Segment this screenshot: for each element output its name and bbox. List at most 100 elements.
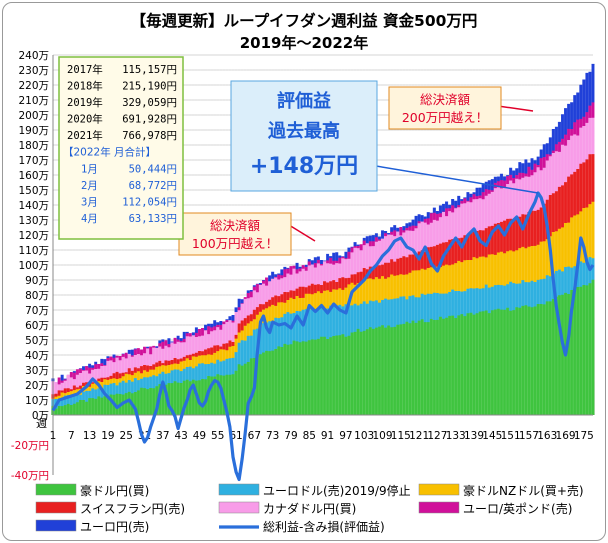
chart-title: 【毎週更新】ループイフダン週利益 資金500万円 (131, 11, 478, 30)
monthly-total-value: 68,772円 (129, 180, 177, 192)
annual-total-value: 766,978円 (122, 130, 177, 142)
legend-label: 豪ドル円(買) (80, 483, 149, 498)
legend: 豪ドル円(買) ユーロドル(売)2019/9停止 豪ドルNZドル(買+売) スイスフラ… (35, 483, 584, 534)
y-tick-label: 40万 (25, 350, 49, 362)
milestone-200-pointer (497, 105, 534, 112)
monthly-total-label: 4月 (81, 213, 98, 225)
x-tick-label: 1 (50, 430, 57, 442)
legend-swatch (218, 483, 260, 496)
x-tick-label: 25 (120, 430, 133, 442)
x-tick-label: 151 (501, 430, 521, 442)
annual-total-label: 2017年 (67, 63, 103, 76)
x-tick-label: 91 (321, 430, 334, 442)
x-tick-label: 55 (211, 430, 224, 442)
annual-total-label: 2021年 (67, 129, 103, 142)
annual-total-label: 2018年 (67, 80, 103, 93)
legend-label: 総利益-含み損(評価益) (263, 519, 385, 534)
monthly-header: 【2022年 月合計】 (63, 146, 156, 159)
x-tick-label: 115 (391, 430, 411, 442)
y-tick-label: 120万 (18, 230, 49, 242)
record-callout-line: +148万円 (250, 154, 358, 179)
annual-total-label: 2019年 (67, 96, 103, 109)
monthly-total-label: 1月 (81, 164, 98, 176)
y-tick-label: 200万 (18, 110, 49, 122)
x-tick-label: 43 (174, 430, 187, 442)
x-tick-label: 145 (482, 430, 502, 442)
y-tick-label: 70万 (25, 305, 49, 317)
y-tick-label: 20万 (25, 380, 49, 392)
legend-label: スイスフラン円(売) (80, 501, 185, 516)
x-tick-label: 109 (372, 430, 392, 442)
legend-swatch (35, 483, 77, 496)
totals-box-frame (58, 56, 184, 240)
record-callout-line: 評価益 (277, 90, 331, 112)
monthly-total-value: 50,444円 (129, 164, 177, 176)
y-tick-label: 240万 (18, 50, 49, 62)
y-tick-label: 170万 (18, 155, 49, 167)
x-tick-label: 37 (156, 430, 169, 442)
y-tick-label: 30万 (25, 365, 49, 377)
y-tick-label: 80万 (25, 290, 49, 302)
record-callout-box (230, 80, 378, 192)
valuation-line (51, 191, 595, 482)
y-tick-label: 130万 (18, 215, 49, 227)
milestone-100-box (178, 212, 292, 256)
legend-label: ユーロ/英ポンド(売) (463, 501, 572, 516)
y-tick-label: 140万 (18, 200, 49, 212)
x-tick-label: 97 (339, 430, 352, 442)
milestone-200-line: 200万円越え！ (402, 110, 488, 125)
legend-swatch (418, 483, 460, 496)
y-tick-label: 60万 (25, 320, 49, 332)
y-tick-label: 90万 (25, 275, 49, 287)
y-tick-label: 220万 (18, 80, 49, 92)
y-tick-label: 230万 (18, 65, 49, 77)
monthly-total-value: 63,133円 (129, 213, 177, 225)
y-tick-label: -20万円 (11, 440, 49, 452)
y-tick-label: 180万 (18, 140, 49, 152)
milestone-200-box (388, 86, 502, 130)
x-tick-label: 121 (409, 430, 429, 442)
profit-chart: 【毎週更新】ループイフダン週利益 資金500万円 2019年～2022年 240… (11, 11, 595, 534)
x-tick-label: 103 (354, 430, 374, 442)
y-tick-label: 160万 (18, 170, 49, 182)
monthly-total-label: 2月 (81, 180, 98, 192)
x-tick-label: 67 (248, 430, 261, 442)
x-tick-label: 139 (464, 430, 484, 442)
annual-total-value: 215,190円 (122, 81, 177, 93)
x-tick-label: 49 (193, 430, 206, 442)
annual-total-value: 691,928円 (122, 114, 177, 126)
annual-total-value: 329,059円 (122, 97, 177, 109)
milestone-100-pointer (288, 224, 316, 242)
milestone-100-line: 総決済額 (210, 218, 261, 233)
y-tick-label: 0万 (32, 410, 49, 422)
x-tick-label: 169 (556, 430, 576, 442)
legend-swatch (35, 501, 77, 514)
x-tick-label: 79 (284, 430, 297, 442)
totals-box: 2017年 115,157円 2018年 215,190円 2019年 329,059円 2… (58, 56, 184, 240)
milestone-200-line: 総決済額 (420, 92, 471, 107)
y-tick-label: 150万 (18, 185, 49, 197)
y-tick-label: 110万 (18, 245, 49, 257)
legend-label: ユーロ円(売) (80, 519, 149, 534)
x-tick-label: 7 (68, 430, 75, 442)
legend-label: カナダドル円(買) (263, 501, 356, 516)
x-axis-label: 週 (36, 417, 47, 430)
axes: 240万230万220万210万200万190万180万170万160万150万… (11, 50, 594, 482)
y-tick-label: 10万 (25, 395, 49, 407)
legend-label: ユーロドル(売)2019/9停止 (263, 483, 411, 498)
x-tick-label: 175 (574, 430, 594, 442)
y-tick-label: 50万 (25, 335, 49, 347)
legend-swatch (418, 501, 460, 514)
record-callout-line: 過去最高 (268, 120, 340, 142)
x-tick-label: 85 (303, 430, 316, 442)
annual-total-value: 115,157円 (122, 64, 177, 76)
x-tick-label: 19 (101, 430, 114, 442)
x-tick-label: 127 (427, 430, 447, 442)
chart-subtitle: 2019年～2022年 (240, 34, 369, 52)
milestone-100-line: 100万円越え！ (192, 236, 278, 251)
y-tick-label: 190万 (18, 125, 49, 137)
y-tick-label: -40万円 (11, 470, 49, 482)
annual-total-label: 2020年 (67, 113, 103, 126)
